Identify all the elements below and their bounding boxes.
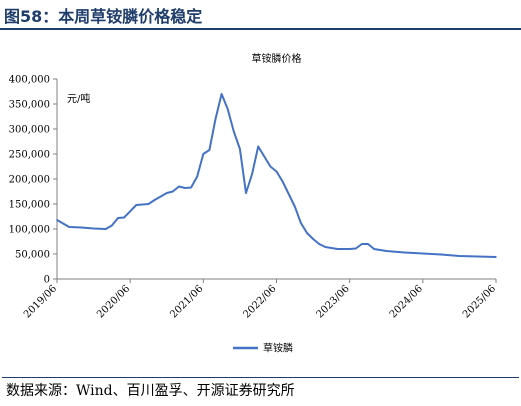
y-tick-label: 150,000	[9, 200, 50, 211]
y-tick-label: 350,000	[9, 100, 50, 111]
y-tick-label: 200,000	[9, 175, 50, 186]
data-point	[80, 226, 83, 229]
data-point	[379, 249, 382, 251]
x-tick-label: 2025/06	[461, 283, 498, 320]
data-point	[166, 192, 168, 194]
data-point	[476, 255, 479, 258]
x-tick-label: 2019/06	[22, 283, 59, 320]
chart-title: 草铵膦价格	[252, 52, 302, 65]
data-point	[422, 252, 424, 255]
data-point	[440, 253, 442, 256]
data-point	[318, 243, 321, 245]
chart-area: 草铵膦价格元/吨 0 50,000 100,000 150,000 200,000 250,…	[0, 35, 521, 370]
data-point	[251, 173, 253, 175]
data-point	[68, 226, 70, 228]
data-point	[239, 148, 241, 150]
data-point	[111, 224, 113, 227]
y-tick-label: 0	[44, 275, 50, 286]
data-point	[202, 153, 205, 155]
data-point	[269, 165, 272, 168]
data-point	[342, 248, 345, 250]
data-point	[348, 248, 351, 250]
y-tick-label: 250,000	[9, 150, 50, 161]
data-point	[190, 186, 192, 189]
data-point	[403, 251, 406, 254]
data-point	[257, 145, 260, 148]
data-point	[495, 256, 497, 258]
data-point	[367, 243, 369, 245]
data-point	[281, 180, 284, 183]
data-point	[184, 187, 186, 189]
x-tick-label: 2023/06	[315, 283, 352, 320]
y-tick-label: 300,000	[9, 125, 50, 136]
data-point	[275, 170, 278, 173]
y-tick-label: 50,000	[15, 250, 50, 261]
data-point	[214, 118, 217, 120]
data-point	[172, 190, 174, 193]
data-point	[336, 248, 339, 250]
data-point	[135, 204, 138, 206]
legend-label: 草铵膦	[263, 342, 293, 355]
data-point	[330, 247, 333, 249]
y-tick-label: 400,000	[9, 75, 50, 86]
data-point	[178, 185, 180, 188]
figure-title-bar: 图58：本周草铵膦价格稳定	[0, 0, 521, 30]
data-point	[208, 149, 211, 151]
x-tick-label: 2024/06	[388, 283, 425, 320]
series-line	[56, 93, 497, 258]
source-note-bar: 数据来源：Wind、百川盈孚、开源证券研究所	[2, 377, 519, 399]
data-point	[294, 205, 296, 208]
data-point	[458, 255, 461, 257]
data-point	[263, 155, 266, 158]
data-point	[287, 193, 290, 195]
x-tick-label: 2022/06	[241, 283, 278, 320]
data-point	[306, 232, 308, 234]
x-tick-label: 2020/06	[95, 283, 132, 320]
data-point	[147, 203, 150, 205]
data-point	[105, 228, 107, 230]
figure-title: 图58：本周草铵膦价格稳定	[4, 7, 203, 26]
data-point	[300, 222, 302, 224]
data-point	[92, 227, 95, 230]
data-point	[397, 251, 400, 253]
y-unit-label: 元/吨	[67, 92, 90, 105]
data-point	[391, 250, 394, 253]
data-point	[373, 248, 375, 250]
data-point	[56, 219, 58, 221]
y-tick-label: 100,000	[9, 225, 50, 236]
x-tick-label: 2021/06	[168, 283, 205, 320]
data-point	[220, 93, 223, 95]
data-point	[385, 250, 388, 252]
data-point	[196, 175, 198, 178]
data-point	[153, 199, 156, 201]
data-point	[226, 108, 229, 110]
data-point	[123, 216, 125, 219]
data-point	[324, 246, 327, 248]
data-point	[117, 217, 119, 219]
data-point	[361, 243, 363, 245]
data-point	[355, 247, 357, 250]
data-point	[233, 130, 235, 133]
data-point	[245, 192, 247, 194]
source-note: 数据来源：Wind、百川盈孚、开源证券研究所	[6, 383, 295, 399]
data-point	[312, 238, 314, 240]
